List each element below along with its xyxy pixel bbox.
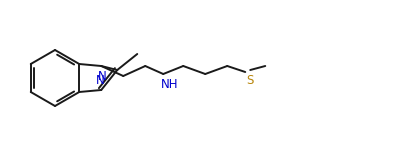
Text: N: N [98, 70, 107, 83]
Text: NH: NH [161, 78, 179, 91]
Text: S: S [246, 74, 254, 87]
Text: N: N [96, 74, 105, 87]
